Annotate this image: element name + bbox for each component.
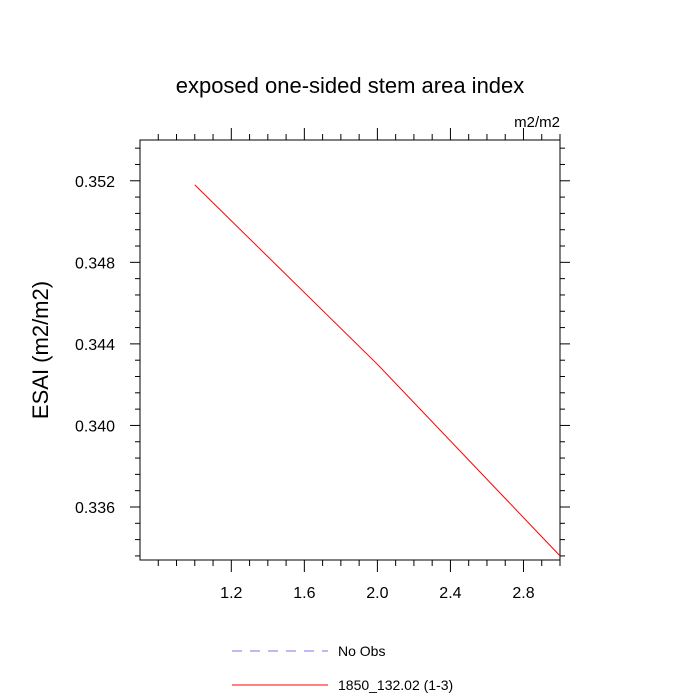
y-tick-label: 0.348 <box>75 255 115 272</box>
series-layer <box>194 184 561 557</box>
x-tick-label: 1.2 <box>220 585 242 602</box>
y-tick-label: 0.340 <box>75 418 115 435</box>
legend-label: No Obs <box>338 643 385 659</box>
y-axis-label: ESAI (m2/m2) <box>28 281 53 419</box>
x-tick-label: 2.4 <box>439 585 461 602</box>
legend: No Obs 1850_132.02 (1-3) <box>232 643 453 693</box>
y-tick-label: 0.344 <box>75 337 115 354</box>
y-tick-label: 0.336 <box>75 500 115 517</box>
x-tick-label: 2.0 <box>366 585 388 602</box>
axis-ticks <box>130 128 570 572</box>
x-tick-label: 1.6 <box>293 585 315 602</box>
chart-title: exposed one-sided stem area index <box>176 73 525 98</box>
y-tick-label: 0.352 <box>75 174 115 191</box>
legend-label: 1850_132.02 (1-3) <box>338 677 453 693</box>
series-line <box>194 184 561 557</box>
plot-frame <box>139 139 561 561</box>
x-tick-label: 2.8 <box>512 585 534 602</box>
units-label: m2/m2 <box>514 114 560 131</box>
tick-labels: 1.2 1.6 2.0 2.4 2.8 0.336 0.340 0.344 0.348 0.352 <box>75 174 535 602</box>
